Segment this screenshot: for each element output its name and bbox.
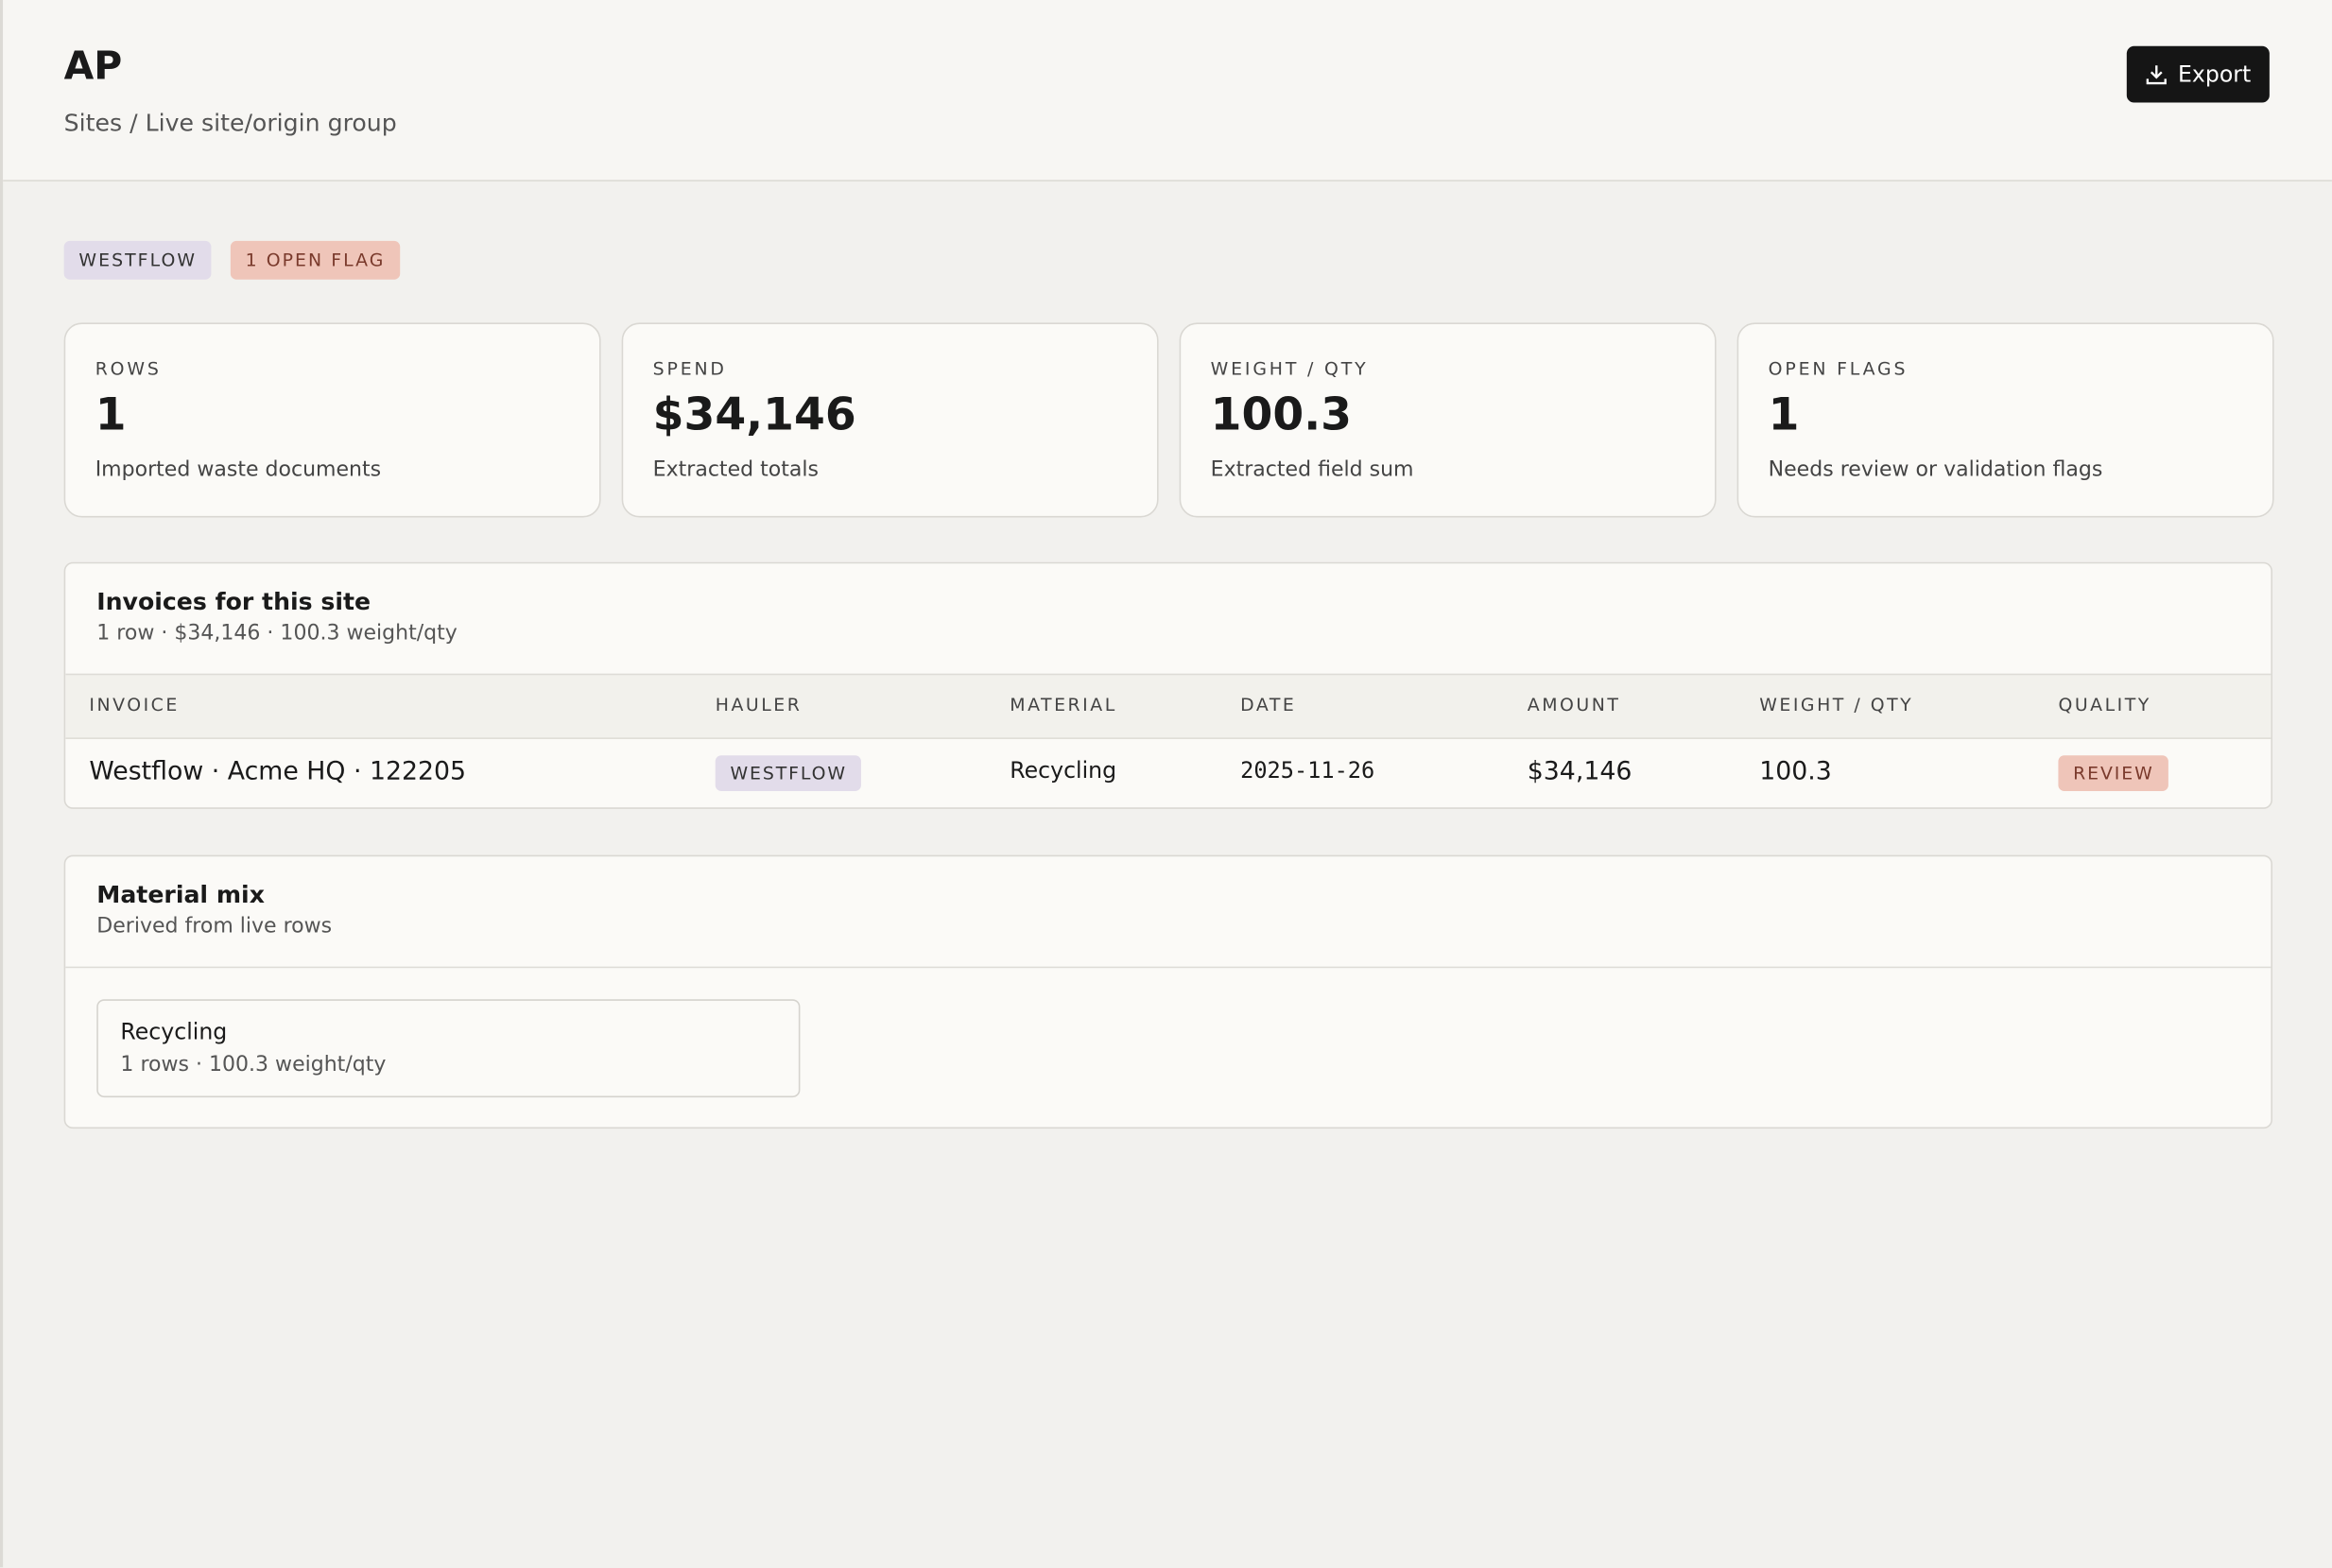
table-header: INVOICE HAULER MATERIAL DATE AMOUNT WEIG… [65,673,2272,739]
stat-value: 1 [95,389,127,442]
page-header: AP Sites / Live site/origin group Export [3,0,2332,181]
panel-title: Material mix [96,880,265,909]
page-title: AP [63,44,123,90]
material-cell: Recycling [1010,756,1117,784]
divider [65,966,2272,969]
panel-title: Invoices for this site [96,587,371,616]
column-header: MATERIAL [1010,694,1117,715]
column-header: HAULER [715,694,803,715]
column-header: DATE [1240,694,1297,715]
stat-note: Extracted field sum [1210,457,1414,482]
material-card: Recycling 1 rows · 100.3 weight/qty [96,999,801,1098]
stat-card: SPEND $34,146 Extracted totals [621,322,1159,518]
stat-value: 100.3 [1210,389,1352,442]
stat-value: $34,146 [652,389,856,442]
weight-cell: 100.3 [1759,756,1832,787]
flag-badge: 1 OPEN FLAG [230,240,401,280]
amount-cell: $34,146 [1527,756,1632,787]
column-header: AMOUNT [1527,694,1621,715]
stat-label: WEIGHT / QTY [1210,358,1369,380]
column-header: QUALITY [2058,694,2151,715]
hauler-pill: WESTFLOW [715,755,862,791]
stat-label: ROWS [95,358,162,380]
material-detail: 1 rows · 100.3 weight/qty [120,1052,387,1077]
panel-subtitle: Derived from live rows [96,914,333,939]
stat-note: Needs review or validation flags [1768,457,2103,482]
stat-note: Extracted totals [652,457,819,482]
panel-summary: 1 row · $34,146 · 100.3 weight/qty [96,621,458,646]
export-button[interactable]: Export [2126,45,2270,103]
material-panel: Material mix Derived from live rows Recy… [63,854,2273,1129]
breadcrumb[interactable]: Sites / Live site/origin group [63,108,397,137]
column-header: WEIGHT / QTY [1759,694,1914,715]
material-name: Recycling [120,1018,228,1046]
quality-pill: REVIEW [2058,755,2169,791]
invoices-panel: Invoices for this site 1 row · $34,146 ·… [63,561,2273,809]
stat-card: OPEN FLAGS 1 Needs review or validation … [1736,322,2274,518]
invoice-cell[interactable]: Westflow · Acme HQ · 122205 [89,756,467,787]
stat-label: OPEN FLAGS [1768,358,1909,380]
stat-card: ROWS 1 Imported waste documents [63,322,601,518]
column-header: INVOICE [89,694,180,715]
stat-value: 1 [1768,389,1800,442]
date-cell: 2025-11-26 [1240,756,1375,784]
export-label: Export [2177,60,2252,88]
stat-card: WEIGHT / QTY 100.3 Extracted field sum [1179,322,1717,518]
stat-note: Imported waste documents [95,457,382,482]
download-icon [2147,65,2168,85]
hauler-badge: WESTFLOW [63,240,212,280]
stat-label: SPEND [652,358,727,380]
